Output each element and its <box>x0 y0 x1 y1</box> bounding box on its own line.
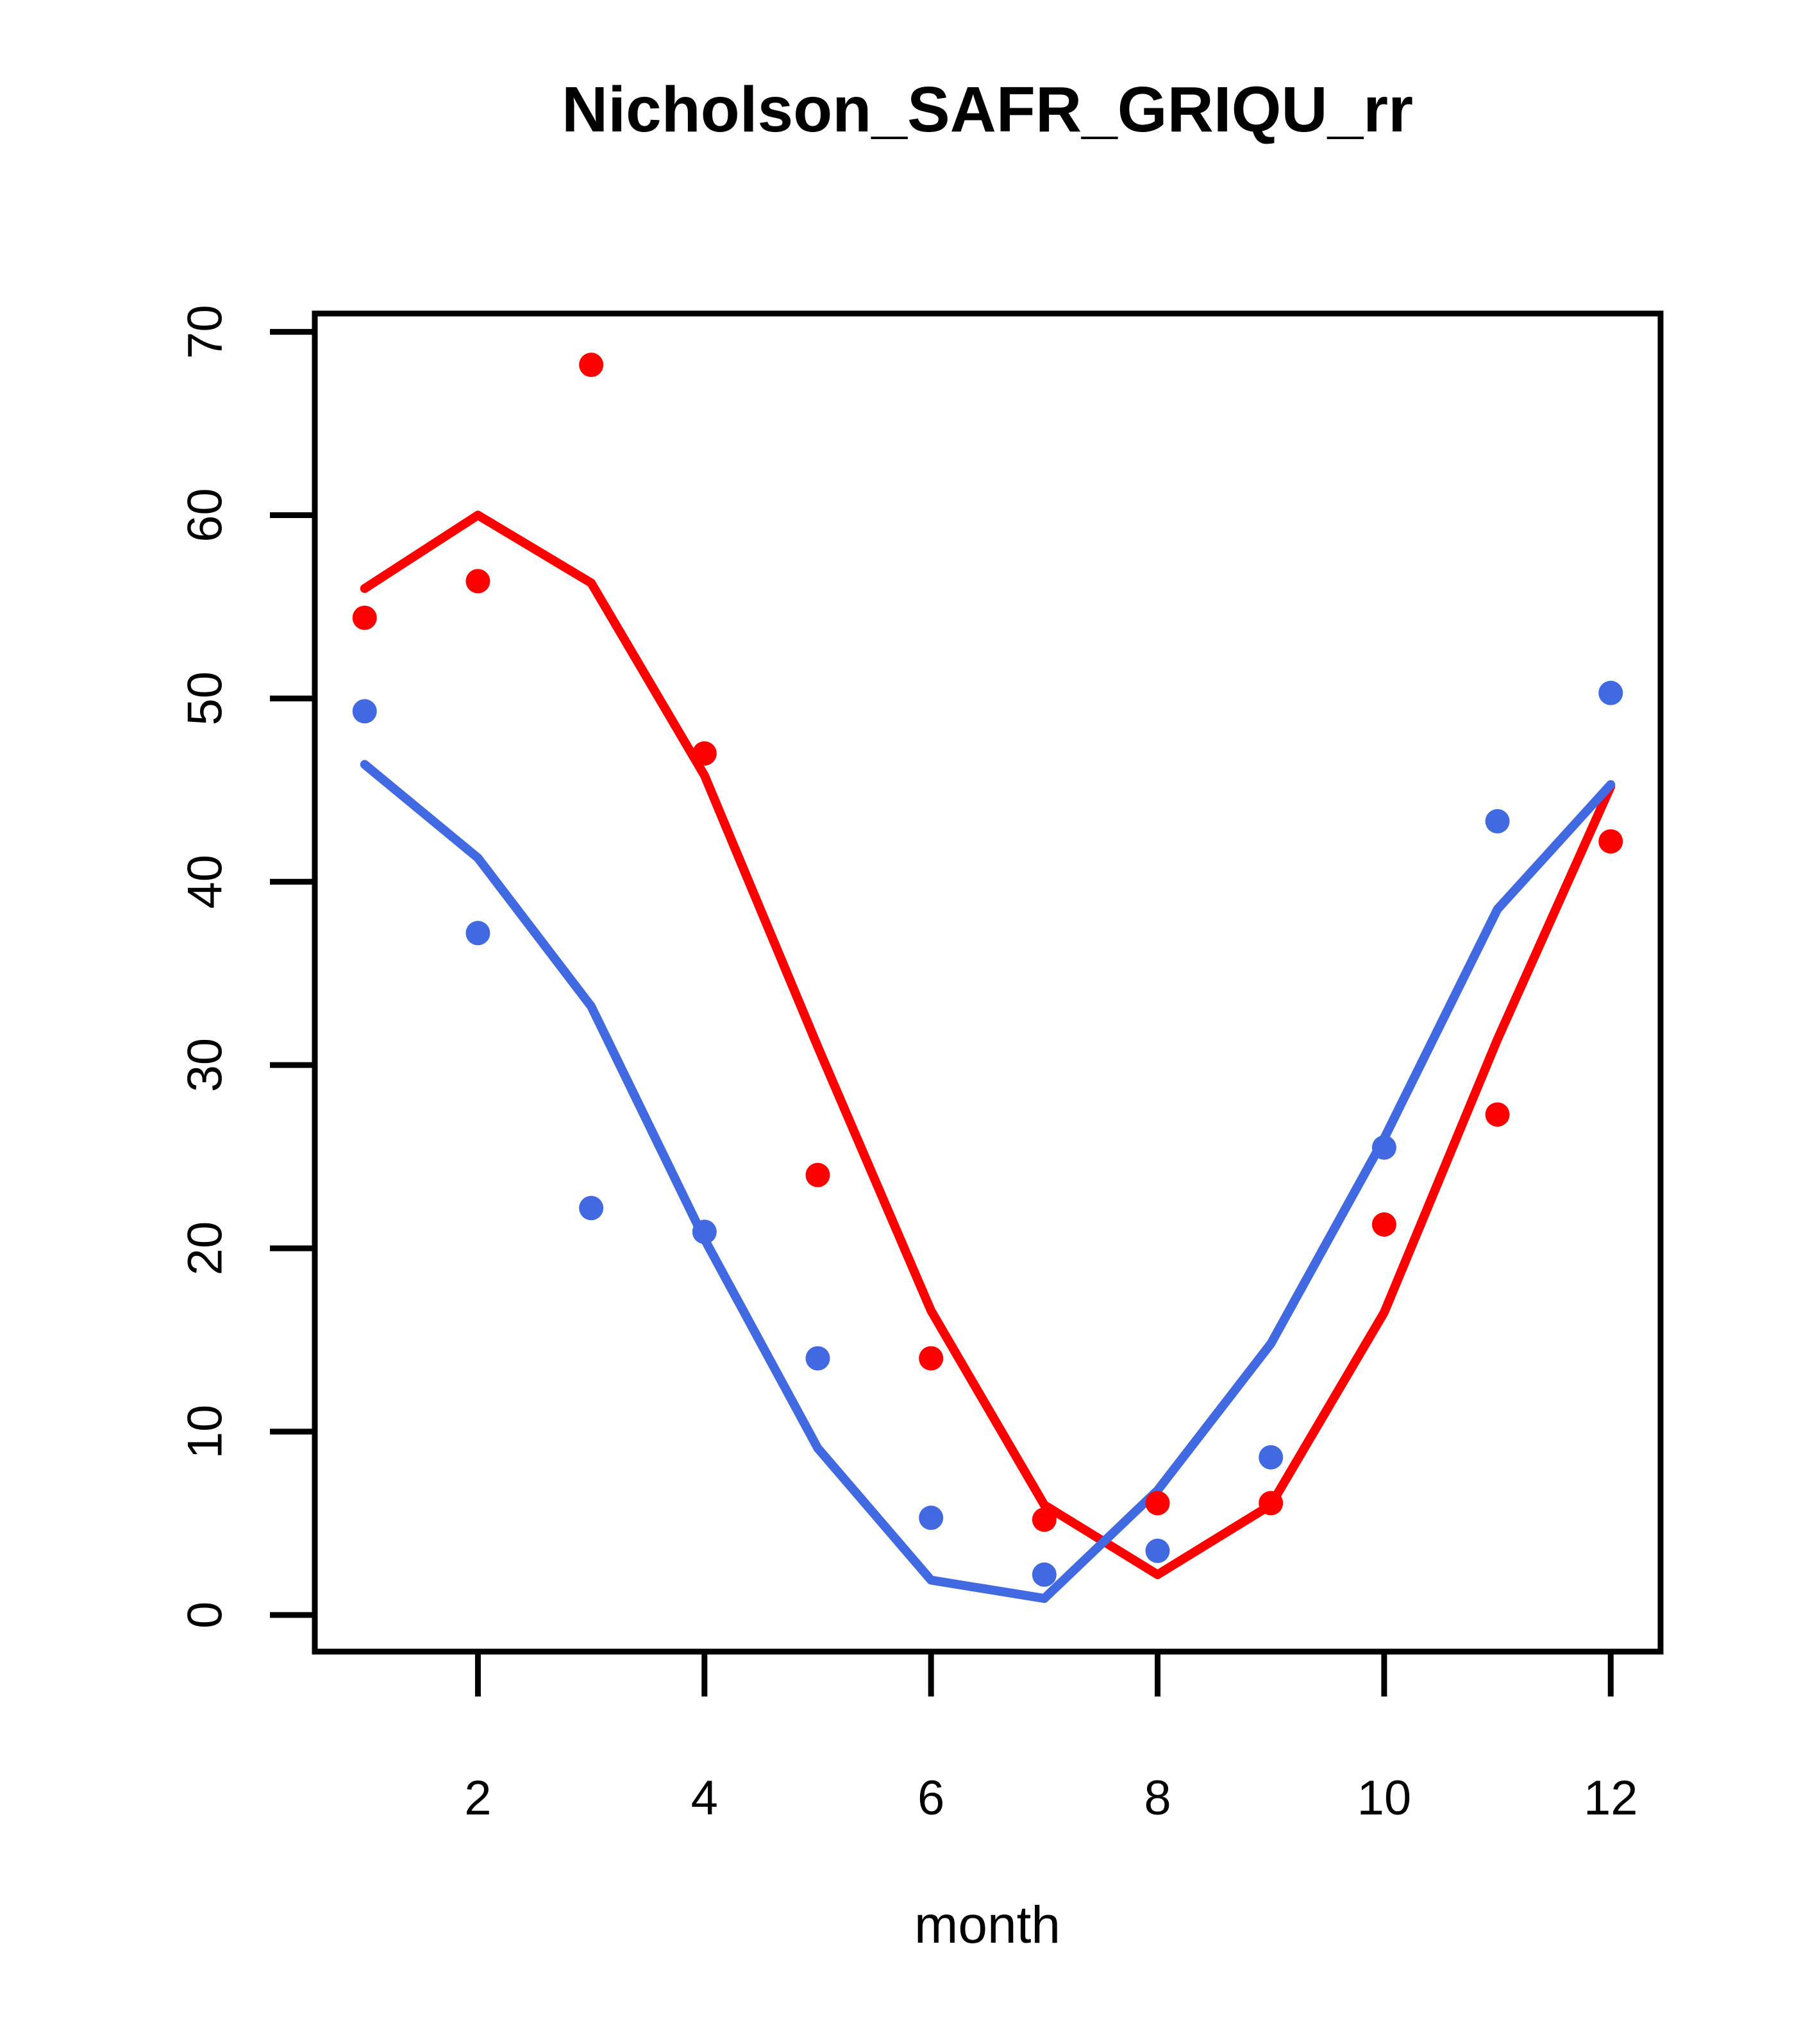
red-observed-marker <box>805 1162 830 1187</box>
blue-observed-marker <box>1598 680 1623 705</box>
plot-box <box>312 310 1664 1655</box>
blue-observed-marker <box>1032 1562 1057 1587</box>
red-observed-marker <box>1371 1212 1396 1237</box>
red-observed-marker <box>919 1346 944 1371</box>
blue-observed-marker <box>805 1346 830 1371</box>
red-observed-marker <box>352 605 377 630</box>
blue-observed-marker <box>919 1505 944 1530</box>
x-tick-label: 8 <box>1144 1771 1171 1825</box>
red-observed-marker <box>692 741 717 766</box>
blue-observed-marker <box>692 1219 717 1244</box>
red-fitted-line <box>360 510 1616 1579</box>
blue-observed-marker <box>1145 1538 1170 1563</box>
red-observed-marker <box>1598 829 1623 854</box>
blue-observed-marker <box>579 1196 604 1221</box>
y-tick-label: 20 <box>178 1221 233 1276</box>
red-observed-marker <box>1032 1507 1057 1532</box>
y-tick-label: 70 <box>178 305 233 359</box>
x-tick-label: 4 <box>691 1771 718 1825</box>
x-tick-label: 12 <box>1584 1771 1638 1825</box>
red-observed-marker <box>465 569 490 594</box>
x-tick-label: 2 <box>464 1771 491 1825</box>
x-tick-label: 6 <box>917 1771 944 1825</box>
x-tick-label: 10 <box>1357 1771 1412 1825</box>
blue-fitted-line <box>360 760 1616 1604</box>
blue-observed-marker <box>465 921 490 946</box>
y-tick-label: 40 <box>178 855 233 909</box>
red-observed-marker <box>579 353 604 378</box>
y-tick-label: 30 <box>178 1038 233 1093</box>
axes: 0 10 20 30 40 50 60 70 2 4 6 8 10 12 <box>178 305 1664 1825</box>
y-tick-label: 0 <box>178 1602 233 1629</box>
red-observed-marker <box>1145 1491 1170 1516</box>
blue-observed-marker <box>1485 808 1510 834</box>
chart-title: Nicholson_SAFR_GRIQU_rr <box>562 74 1413 146</box>
red-observed-marker <box>1259 1491 1284 1516</box>
blue-observed-marker <box>1371 1135 1396 1160</box>
y-tick-label: 10 <box>178 1405 233 1459</box>
red-observed-marker <box>1485 1102 1510 1127</box>
plot-series <box>352 353 1623 1604</box>
blue-observed-marker <box>352 699 377 724</box>
y-tick-label: 60 <box>178 488 233 542</box>
blue-observed-marker <box>1259 1445 1284 1470</box>
y-tick-label: 50 <box>178 671 233 726</box>
x-axis-title: month <box>914 1896 1060 1954</box>
